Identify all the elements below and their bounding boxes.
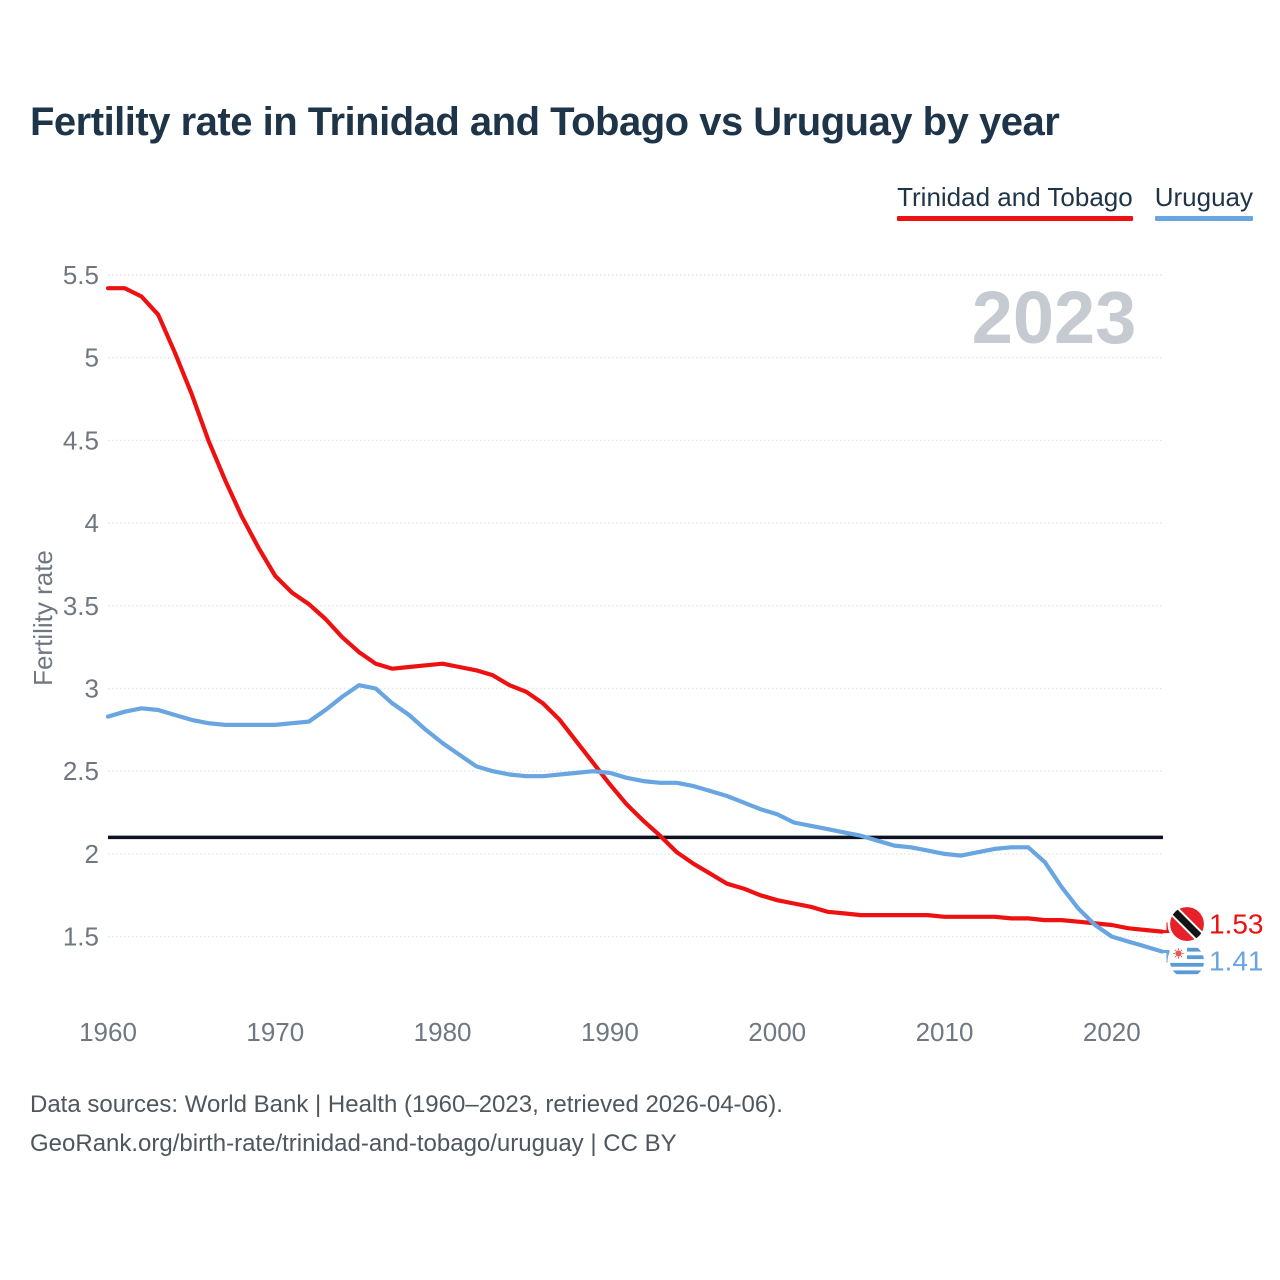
legend-item-uruguay[interactable]: Uruguay [1154,182,1253,221]
end-value-label-trinidad-and-tobago: 1.53 [1209,909,1264,940]
series-line-uruguay [105,683,1165,954]
x-tick-label: 1970 [246,1017,304,1047]
sun-of-may [1173,948,1184,959]
legend-color-bar-uruguay [1154,216,1253,221]
source-line: Data sources: World Bank | Health (1960–… [30,1091,783,1118]
y-tick-label: 2.5 [63,756,99,786]
attribution-line: GeoRank.org/birth-rate/trinidad-and-toba… [30,1130,677,1157]
y-tick-label: 5 [85,343,99,373]
flag-icon-trinidad-and-tobago [1167,904,1207,944]
legend-item-trinidad-and-tobago[interactable]: Trinidad and Tobago [897,184,1133,221]
series-line-trinidad-and-tobago [105,286,1165,934]
y-tick-label: 1.5 [63,922,99,952]
x-tick-label: 2000 [748,1017,806,1047]
x-tick-label: 2020 [1083,1017,1141,1047]
legend-label: Uruguay [1154,182,1253,212]
legend-label: Trinidad and Tobago [897,182,1133,212]
chart-legend: Trinidad and Tobago Uruguay [897,184,1253,221]
flag-icon-uruguay [1167,941,1207,981]
end-value-label-uruguay: 1.41 [1209,946,1264,977]
x-tick-label: 1990 [581,1017,639,1047]
data-source-note: Data sources: World Bank | Health (1960–… [30,1085,783,1163]
page-title: Fertility rate in Trinidad and Tobago vs… [30,100,1060,144]
y-axis-title: Fertility rate [28,550,58,686]
x-tick-label: 1960 [79,1017,137,1047]
watermark-year: 2023 [972,276,1137,359]
y-tick-label: 4 [85,508,99,538]
x-tick-label: 2010 [916,1017,974,1047]
y-tick-label: 2 [85,839,99,869]
y-tick-label: 3.5 [63,591,99,621]
y-tick-label: 3 [85,674,99,704]
y-tick-label: 5.5 [63,260,99,290]
x-tick-label: 1980 [414,1017,472,1047]
legend-color-bar-trinidad-and-tobago [897,216,1133,221]
y-tick-label: 4.5 [63,425,99,455]
